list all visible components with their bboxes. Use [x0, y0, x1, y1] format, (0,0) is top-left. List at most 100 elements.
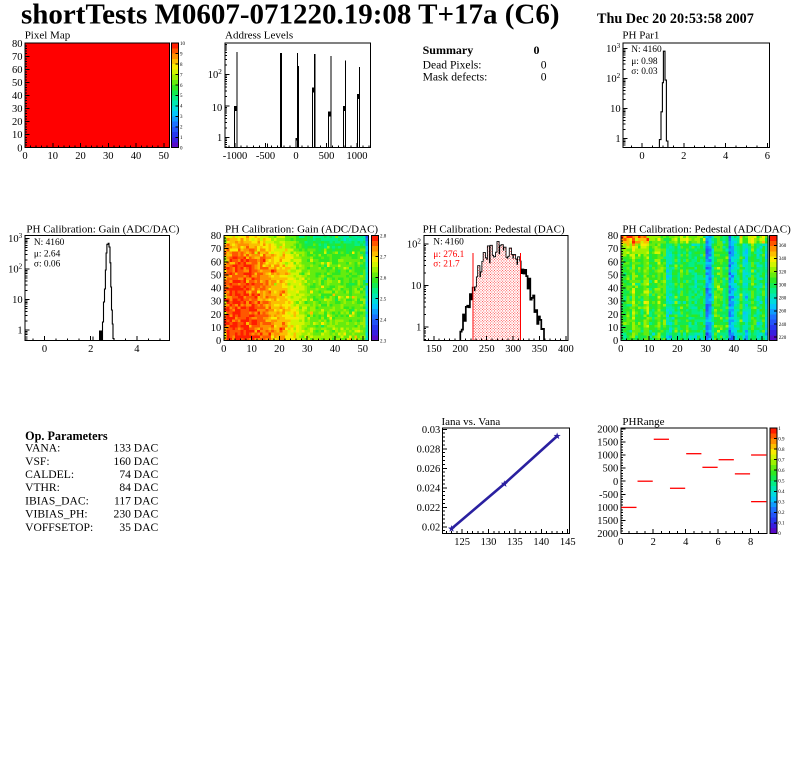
svg-text:0: 0	[216, 336, 221, 347]
svg-text:0.03: 0.03	[422, 425, 440, 436]
svg-text:200: 200	[452, 344, 468, 355]
svg-text:30: 30	[103, 151, 114, 162]
svg-text:50: 50	[358, 344, 369, 355]
svg-text:PH Calibration: Pedestal (DAC): PH Calibration: Pedestal (DAC)	[423, 224, 565, 236]
svg-text:1: 1	[615, 134, 620, 145]
svg-text:Mask defects:: Mask defects:	[423, 71, 488, 84]
svg-text:PH Par1: PH Par1	[622, 30, 659, 42]
svg-text:50: 50	[608, 270, 619, 281]
svg-text:340: 340	[779, 257, 787, 262]
svg-text:Address Levels: Address Levels	[225, 30, 293, 42]
svg-text:VSF:: VSF:	[25, 455, 49, 468]
svg-text:10: 10	[8, 234, 19, 245]
svg-text:2: 2	[88, 344, 93, 355]
svg-text:6: 6	[716, 537, 721, 548]
svg-text:50: 50	[12, 78, 23, 89]
svg-text:84 DAC: 84 DAC	[119, 481, 158, 494]
svg-text:6: 6	[180, 84, 183, 89]
svg-text:VANA:: VANA:	[25, 442, 60, 455]
svg-text:Dead Pixels:: Dead Pixels:	[423, 58, 482, 71]
svg-text:0.5: 0.5	[778, 480, 785, 485]
svg-text:40: 40	[330, 344, 341, 355]
svg-text:50: 50	[159, 151, 170, 162]
svg-text:10: 10	[608, 323, 619, 334]
svg-text:0: 0	[221, 344, 226, 355]
svg-text:20: 20	[608, 310, 619, 321]
svg-text:-500: -500	[256, 151, 275, 162]
svg-text:1000: 1000	[347, 151, 368, 162]
svg-text:20: 20	[672, 344, 683, 355]
svg-text:VOFFSETOP:: VOFFSETOP:	[25, 521, 93, 534]
svg-text:0.4: 0.4	[778, 490, 785, 495]
svg-text:0: 0	[22, 151, 27, 162]
svg-text:40: 40	[131, 151, 142, 162]
svg-text:1: 1	[180, 136, 183, 141]
svg-text:500: 500	[603, 464, 619, 475]
svg-text:9: 9	[180, 52, 183, 57]
svg-text:μ: 2.64: μ: 2.64	[34, 249, 61, 259]
svg-text:4: 4	[134, 344, 140, 355]
svg-text:10: 10	[644, 344, 655, 355]
svg-text:PH Calibration: Gain (ADC/DAC): PH Calibration: Gain (ADC/DAC)	[225, 224, 378, 236]
svg-text:2: 2	[218, 68, 222, 76]
svg-text:2000: 2000	[597, 424, 618, 435]
svg-text:4: 4	[723, 151, 729, 162]
svg-text:shortTests M0607-071220.19:08: shortTests M0607-071220.19:08 T+17a (C6)	[21, 0, 560, 30]
svg-text:300: 300	[505, 344, 521, 355]
svg-text:CALDEL:: CALDEL:	[25, 468, 74, 481]
svg-text:0.026: 0.026	[417, 464, 441, 475]
svg-text:0: 0	[541, 58, 547, 71]
svg-text:Summary: Summary	[423, 43, 474, 57]
svg-text:70: 70	[608, 244, 619, 255]
svg-text:10: 10	[246, 344, 257, 355]
svg-text:0.3: 0.3	[778, 501, 785, 506]
svg-text:10: 10	[407, 239, 418, 250]
svg-text:N: 4160: N: 4160	[631, 45, 662, 55]
svg-text:1: 1	[778, 427, 781, 432]
svg-text:60: 60	[608, 257, 619, 268]
svg-text:σ: 0.06: σ: 0.06	[34, 260, 61, 270]
svg-text:2.5: 2.5	[380, 297, 387, 302]
svg-text:10: 10	[211, 323, 222, 334]
svg-text:140: 140	[533, 537, 549, 548]
svg-text:2: 2	[180, 126, 183, 131]
svg-text:-500: -500	[599, 490, 618, 501]
svg-text:10: 10	[12, 295, 23, 306]
svg-text:10: 10	[411, 281, 422, 292]
svg-text:PH Calibration: Gain (ADC/DAC): PH Calibration: Gain (ADC/DAC)	[26, 224, 179, 236]
svg-text:10: 10	[180, 42, 186, 47]
svg-text:5: 5	[180, 94, 183, 99]
svg-text:10: 10	[212, 103, 223, 114]
svg-text:7: 7	[180, 73, 183, 78]
svg-text:250: 250	[479, 344, 495, 355]
svg-text:2: 2	[417, 237, 421, 245]
svg-text:260: 260	[779, 310, 787, 315]
svg-text:0: 0	[618, 344, 623, 355]
svg-text:130: 130	[481, 537, 497, 548]
svg-text:240: 240	[779, 323, 787, 328]
svg-text:0.02: 0.02	[422, 522, 440, 533]
svg-text:40: 40	[211, 284, 222, 295]
svg-text:10: 10	[8, 265, 19, 276]
svg-text:60: 60	[12, 65, 23, 76]
svg-text:500: 500	[319, 151, 335, 162]
svg-text:0: 0	[639, 151, 644, 162]
svg-text:2: 2	[681, 151, 686, 162]
svg-text:8: 8	[180, 63, 183, 68]
svg-text:10: 10	[48, 151, 59, 162]
svg-text:2.3: 2.3	[380, 339, 387, 344]
svg-text:1500: 1500	[597, 516, 618, 527]
svg-text:0.9: 0.9	[778, 437, 785, 442]
svg-text:4: 4	[683, 537, 689, 548]
svg-text:2.7: 2.7	[380, 255, 387, 260]
svg-text:50: 50	[211, 270, 222, 281]
svg-text:320: 320	[779, 270, 787, 275]
svg-text:1000: 1000	[597, 451, 618, 462]
svg-text:0: 0	[541, 71, 547, 84]
svg-text:0.6: 0.6	[778, 469, 785, 474]
svg-text:3: 3	[180, 115, 183, 120]
svg-text:Op. Parameters: Op. Parameters	[25, 429, 108, 443]
svg-text:8: 8	[748, 537, 753, 548]
svg-text:0: 0	[778, 532, 781, 537]
svg-text:40: 40	[12, 91, 23, 102]
